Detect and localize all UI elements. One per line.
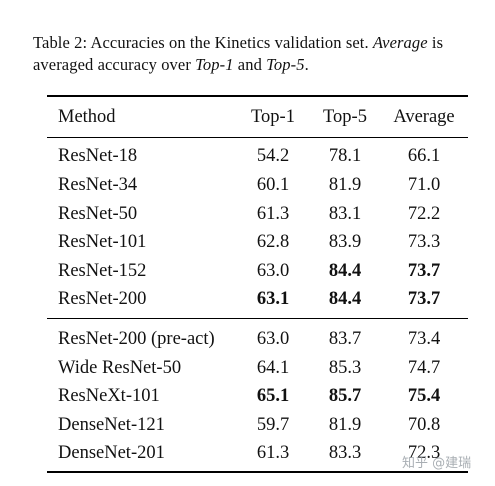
cell-top1: 61.3 <box>256 443 290 463</box>
table-row: DenseNet-201 61.3 83.3 72.3 <box>47 439 468 467</box>
caption-text-a: Accuracies on the Kinetics validation se… <box>87 33 373 52</box>
watermark: 知乎 @建瑞 <box>402 456 472 471</box>
table-row: ResNet-34 60.1 81.9 71.0 <box>47 171 468 199</box>
table-row: ResNet-50 61.3 83.1 72.2 <box>47 200 468 228</box>
cell-top1: 64.1 <box>256 358 290 378</box>
table-row: DenseNet-121 59.7 81.9 70.8 <box>47 411 468 439</box>
cell-top1: 61.3 <box>256 204 290 224</box>
cell-top1: 63.1 <box>256 289 290 309</box>
cell-average: 73.7 <box>407 289 441 309</box>
cell-method: ResNet-101 <box>58 232 147 252</box>
caption-em-top5: Top-5 <box>266 55 305 74</box>
cell-method: DenseNet-121 <box>58 415 165 435</box>
table-group-rule <box>47 318 468 319</box>
header-average: Average <box>393 107 455 127</box>
caption-em-average: Average <box>372 33 428 52</box>
cell-average: 73.4 <box>407 329 441 349</box>
table-row: ResNet-101 62.8 83.9 73.3 <box>47 228 468 256</box>
cell-top1: 63.0 <box>256 261 290 281</box>
cell-method: ResNet-34 <box>58 175 138 195</box>
header-method: Method <box>58 107 116 127</box>
cell-top1: 65.1 <box>256 386 290 406</box>
table-row: ResNet-200 (pre-act) 63.0 83.7 73.4 <box>47 325 468 353</box>
cell-method: ResNet-50 <box>58 204 138 224</box>
cell-top1: 54.2 <box>256 146 290 166</box>
caption-text-d: . <box>304 55 309 74</box>
cell-method: Wide ResNet-50 <box>58 358 182 378</box>
cell-method: ResNet-200 <box>58 289 147 309</box>
caption-em-top1: Top-1 <box>195 55 234 74</box>
cell-top5: 85.3 <box>328 358 362 378</box>
cell-top1: 60.1 <box>256 175 290 195</box>
cell-top1: 59.7 <box>256 415 290 435</box>
cell-top5: 83.7 <box>328 329 362 349</box>
table-bottom-rule <box>47 471 468 473</box>
cell-average: 66.1 <box>407 146 441 166</box>
cell-top5: 81.9 <box>328 175 362 195</box>
table-top-rule <box>47 95 468 97</box>
cell-average: 72.2 <box>407 204 441 224</box>
cell-top1: 63.0 <box>256 329 290 349</box>
cell-top5: 83.3 <box>328 443 362 463</box>
header-top5: Top-5 <box>323 107 367 127</box>
cell-top5: 84.4 <box>328 289 362 309</box>
table-row: ResNet-200 63.1 84.4 73.7 <box>47 285 468 313</box>
cell-method: DenseNet-201 <box>58 443 165 463</box>
table-row: ResNet-18 54.2 78.1 66.1 <box>47 142 468 170</box>
cell-method: ResNet-152 <box>58 261 147 281</box>
cell-top5: 83.9 <box>328 232 362 252</box>
caption-label: Table 2: <box>33 33 88 52</box>
table-row: ResNeXt-101 65.1 85.7 75.4 <box>47 382 468 410</box>
cell-average: 73.7 <box>407 261 441 281</box>
cell-average: 72.3 <box>407 443 441 463</box>
cell-method: ResNet-18 <box>58 146 138 166</box>
table-caption: Table 2: Accuracies on the Kinetics vali… <box>33 32 488 76</box>
cell-average: 75.4 <box>407 386 441 406</box>
cell-method: ResNet-200 (pre-act) <box>58 329 215 349</box>
cell-top5: 78.1 <box>328 146 362 166</box>
table-header-row: Method Top-1 Top-5 Average <box>47 103 468 131</box>
caption-text-b: is averaged accuracy over <box>33 33 444 74</box>
cell-average: 73.3 <box>407 232 441 252</box>
cell-top5: 81.9 <box>328 415 362 435</box>
cell-average: 71.0 <box>407 175 441 195</box>
table-header-rule <box>47 137 468 138</box>
cell-top5: 85.7 <box>328 386 362 406</box>
cell-method: ResNeXt-101 <box>58 386 160 406</box>
cell-top5: 84.4 <box>328 261 362 281</box>
table-row: ResNet-152 63.0 84.4 73.7 <box>47 257 468 285</box>
table-row: Wide ResNet-50 64.1 85.3 74.7 <box>47 354 468 382</box>
cell-average: 74.7 <box>407 358 441 378</box>
cell-average: 70.8 <box>407 415 441 435</box>
header-top1: Top-1 <box>251 107 295 127</box>
cell-top5: 83.1 <box>328 204 362 224</box>
caption-text-c: and <box>233 55 267 74</box>
cell-top1: 62.8 <box>256 232 290 252</box>
